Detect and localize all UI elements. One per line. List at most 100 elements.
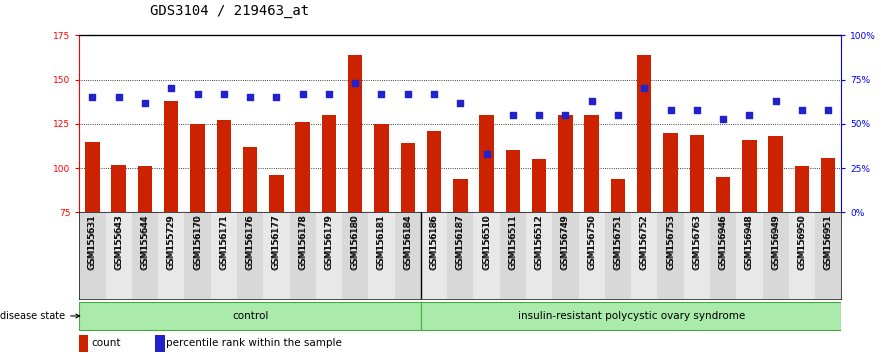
Text: GSM156752: GSM156752 [640, 214, 648, 269]
Text: GSM156184: GSM156184 [403, 214, 412, 269]
Text: GSM156512: GSM156512 [535, 214, 544, 269]
Bar [190, 124, 204, 212]
FancyBboxPatch shape [79, 302, 421, 330]
Text: GSM156170: GSM156170 [193, 214, 202, 269]
Bar [211, 212, 237, 299]
Bar [290, 212, 315, 299]
Bar [421, 212, 448, 299]
Bar [132, 212, 158, 299]
Text: insulin-resistant polycystic ovary syndrome: insulin-resistant polycystic ovary syndr… [517, 311, 744, 321]
Bar [821, 158, 835, 212]
Bar [164, 101, 179, 212]
Bar [401, 143, 415, 212]
Point [138, 100, 152, 105]
Bar [368, 212, 395, 299]
Point [690, 107, 704, 113]
Point [821, 107, 835, 113]
Bar [237, 212, 263, 299]
Text: GSM156763: GSM156763 [692, 215, 701, 270]
Text: GSM156949: GSM156949 [771, 214, 781, 269]
Point [716, 116, 730, 121]
Bar [795, 166, 809, 212]
Text: GSM156171: GSM156171 [219, 215, 228, 270]
Text: GSM155643: GSM155643 [115, 215, 123, 270]
Bar [611, 179, 626, 212]
Text: GSM156179: GSM156179 [324, 214, 333, 269]
Point [85, 95, 100, 100]
Bar [473, 212, 500, 299]
Bar [763, 212, 788, 299]
Text: GSM156950: GSM156950 [797, 215, 806, 270]
Point [559, 112, 573, 118]
Text: GSM156511: GSM156511 [508, 215, 517, 270]
Text: GSM156749: GSM156749 [561, 215, 570, 270]
Text: GSM156179: GSM156179 [324, 215, 333, 270]
Bar [526, 212, 552, 299]
Text: GSM156180: GSM156180 [351, 215, 359, 270]
Point [164, 86, 178, 91]
Bar [788, 212, 815, 299]
Text: GSM156512: GSM156512 [535, 215, 544, 270]
Bar [217, 120, 231, 212]
Point [190, 91, 204, 97]
Bar [322, 115, 337, 212]
Text: GSM156171: GSM156171 [219, 214, 228, 269]
Bar [79, 212, 106, 299]
Bar [637, 55, 651, 212]
Point [663, 107, 677, 113]
Point [243, 95, 257, 100]
Text: GSM156751: GSM156751 [613, 214, 623, 269]
Text: GSM156187: GSM156187 [455, 214, 465, 269]
Text: GSM156184: GSM156184 [403, 215, 412, 270]
Bar [559, 115, 573, 212]
Point [427, 91, 441, 97]
Point [112, 95, 126, 100]
Text: GDS3104 / 219463_at: GDS3104 / 219463_at [150, 4, 309, 18]
Text: GSM156511: GSM156511 [508, 214, 517, 269]
Point [532, 112, 546, 118]
Text: GSM156948: GSM156948 [744, 215, 754, 270]
Text: GSM156753: GSM156753 [666, 214, 675, 269]
Text: GSM156180: GSM156180 [351, 214, 359, 269]
Bar [348, 55, 362, 212]
Bar [710, 212, 737, 299]
Point [348, 80, 362, 86]
Point [506, 112, 520, 118]
Bar [263, 212, 290, 299]
Bar [315, 212, 342, 299]
Point [743, 112, 757, 118]
Text: GSM156510: GSM156510 [482, 214, 491, 269]
Point [374, 91, 389, 97]
Bar [690, 135, 704, 212]
Text: GSM156510: GSM156510 [482, 215, 491, 270]
Text: GSM156178: GSM156178 [298, 215, 307, 270]
Point [768, 98, 782, 104]
Point [401, 91, 415, 97]
Bar [631, 212, 657, 299]
Point [322, 91, 336, 97]
Bar [506, 150, 520, 212]
Bar [158, 212, 184, 299]
Text: GSM155644: GSM155644 [140, 215, 150, 270]
Bar [815, 212, 841, 299]
Bar [742, 140, 757, 212]
Bar [243, 147, 257, 212]
Text: count: count [92, 338, 121, 348]
Bar [85, 142, 100, 212]
Text: GSM156949: GSM156949 [771, 215, 781, 270]
Text: GSM156181: GSM156181 [377, 214, 386, 269]
Bar [426, 131, 441, 212]
Text: GSM156950: GSM156950 [797, 214, 806, 269]
Bar [448, 212, 473, 299]
Text: GSM156181: GSM156181 [377, 215, 386, 270]
Point [611, 112, 625, 118]
Text: GSM156750: GSM156750 [588, 215, 596, 270]
Text: GSM156948: GSM156948 [744, 214, 754, 269]
Text: GSM155643: GSM155643 [115, 214, 123, 269]
Text: GSM156177: GSM156177 [272, 215, 281, 270]
Point [637, 86, 651, 91]
Text: control: control [232, 311, 269, 321]
Point [453, 100, 467, 105]
Point [479, 151, 493, 157]
Text: GSM155644: GSM155644 [140, 214, 150, 269]
